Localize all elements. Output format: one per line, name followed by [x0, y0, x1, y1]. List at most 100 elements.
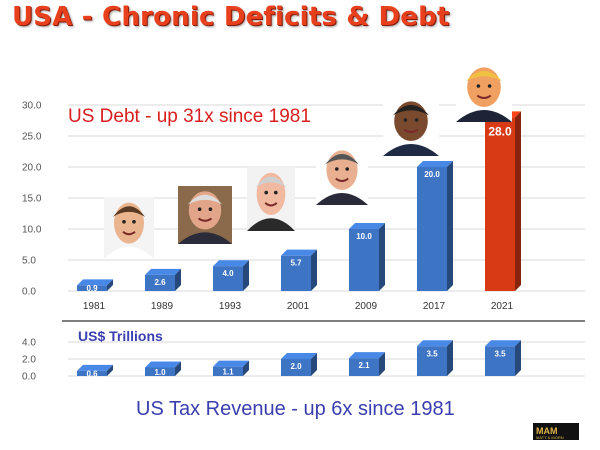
revenue-value-labels: 0.6 1.0 1.1 2.0 2.1 3.5 3.5 — [86, 349, 506, 378]
portrait-1993 — [247, 167, 295, 231]
logo: MAM MATT & MORN — [533, 423, 579, 440]
debt-value-label: 28.0 — [488, 124, 512, 138]
revenue-value-label: 2.1 — [358, 361, 370, 370]
portrait-suit — [383, 144, 439, 156]
debt-bar — [145, 268, 181, 291]
portrait-2009 — [383, 96, 439, 156]
revenue-bar-front — [417, 346, 447, 376]
portrait-suit — [456, 110, 512, 122]
debt-annotation: US Debt - up 31x since 1981 — [68, 106, 311, 127]
debt-bar — [213, 260, 249, 291]
debt-bar-top — [213, 260, 249, 267]
debt-x-tick-label: 1989 — [151, 301, 174, 312]
revenue-units-label: US$ Trillions — [78, 328, 163, 344]
revenue-value-label: 3.5 — [426, 349, 438, 358]
portrait-eye — [335, 167, 339, 171]
portrait-eye — [414, 118, 419, 122]
portrait-eye — [122, 220, 126, 224]
portrait-eye — [208, 207, 213, 211]
revenue-bar — [485, 340, 521, 376]
revenue-bar-side — [107, 364, 113, 376]
debt-bar-side — [515, 111, 521, 292]
portrait-suit — [104, 246, 154, 259]
logo-background — [533, 423, 579, 440]
portraits — [104, 62, 512, 259]
portrait-hair — [466, 71, 502, 82]
revenue-bar-side — [311, 353, 317, 376]
portrait-2001 — [316, 145, 368, 205]
revenue-value-label: 1.1 — [222, 367, 234, 376]
revenue-y-tick-label: 2.0 — [22, 355, 36, 366]
debt-bar-front — [213, 266, 243, 291]
debt-value-label: 4.0 — [222, 269, 234, 278]
debt-y-tick-label: 0.0 — [22, 287, 36, 298]
portrait-1981 — [104, 197, 154, 259]
portrait-eye — [487, 84, 492, 88]
revenue-annotation: US Tax Revenue - up 6x since 1981 — [136, 398, 455, 420]
debt-y-tick-label: 10.0 — [22, 225, 42, 236]
portrait-mouth — [476, 94, 492, 99]
portrait-hair — [113, 206, 145, 217]
debt-bar-top — [417, 161, 453, 167]
debt-y-tick-label: 20.0 — [22, 163, 42, 174]
revenue-y-ticks: 0.0 2.0 4.0 — [22, 338, 36, 383]
revenue-bar-top — [349, 352, 385, 359]
debt-bar-front — [485, 117, 515, 292]
debt-value-label: 20.0 — [424, 170, 440, 179]
logo-sub-text: MATT & MORN — [536, 435, 564, 440]
revenue-bars — [77, 340, 521, 376]
debt-x-tick-label: 1993 — [219, 301, 242, 312]
debt-y-tick-label: 15.0 — [22, 194, 42, 205]
debt-bar-top — [77, 279, 113, 286]
debt-x-tick-label: 2021 — [491, 301, 514, 312]
portrait-mouth — [264, 202, 278, 207]
revenue-bar — [417, 340, 453, 376]
revenue-bar-side — [515, 340, 521, 376]
portrait-mouth — [122, 230, 136, 236]
debt-x-tick-label: 2001 — [287, 301, 310, 312]
debt-bar-front — [417, 167, 447, 291]
revenue-bar-side — [379, 352, 385, 376]
revenue-bar-side — [447, 340, 453, 376]
debt-y-tick-label: 5.0 — [22, 256, 36, 267]
debt-bar-top — [145, 268, 181, 275]
debt-bar-side — [243, 260, 249, 291]
debt-y-tick-label: 30.0 — [22, 101, 42, 112]
debt-bar-side — [175, 268, 181, 291]
debt-bars — [77, 111, 521, 292]
revenue-bar — [281, 353, 317, 376]
revenue-bar — [77, 364, 113, 376]
logo-text: MAM — [536, 426, 558, 436]
debt-y-tick-label: 25.0 — [22, 132, 42, 143]
debt-bar-side — [311, 249, 317, 291]
revenue-value-label: 2.0 — [290, 362, 302, 371]
revenue-bar-top — [281, 353, 317, 359]
debt-y-ticks: 0.0 5.0 10.0 15.0 20.0 25.0 30.0 — [22, 101, 42, 298]
portrait-hair — [187, 194, 223, 205]
portrait-eye — [403, 118, 408, 122]
portrait-mouth — [197, 217, 213, 222]
revenue-bar-top — [213, 360, 249, 367]
portrait-hair — [255, 176, 287, 188]
revenue-bar-front — [213, 366, 243, 376]
debt-bar-front — [349, 229, 379, 291]
portrait-eye — [264, 190, 269, 195]
revenue-y-tick-label: 4.0 — [22, 338, 36, 349]
revenue-bar-front — [281, 359, 311, 376]
debt-value-labels: 0.9 2.6 4.0 5.7 10.0 20.0 28.0 — [86, 124, 512, 293]
portrait-hair — [393, 105, 429, 116]
debt-bar-front — [281, 255, 311, 291]
revenue-bar-top — [77, 364, 113, 371]
chart-title: USA - Chronic Deficits & Debt — [12, 2, 450, 32]
debt-x-tick-label: 2017 — [423, 301, 446, 312]
portrait-suit — [178, 232, 232, 244]
revenue-bar-front — [145, 367, 175, 376]
debt-value-label: 2.6 — [154, 278, 166, 287]
portrait-eye — [274, 190, 278, 195]
debt-bar — [281, 249, 317, 291]
portrait-suit — [247, 218, 295, 231]
portrait-mouth — [335, 177, 349, 182]
revenue-bar-front — [349, 358, 379, 376]
portrait-1989 — [178, 186, 232, 244]
revenue-bar-side — [243, 360, 249, 376]
